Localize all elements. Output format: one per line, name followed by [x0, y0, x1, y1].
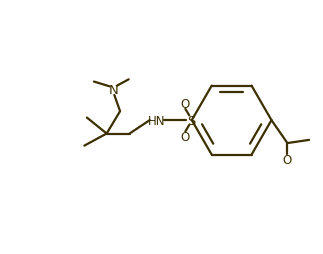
Text: N: N	[109, 84, 119, 97]
Text: O: O	[283, 154, 292, 166]
Text: O: O	[180, 131, 189, 144]
Text: S: S	[188, 114, 196, 127]
Text: O: O	[180, 98, 189, 110]
Text: HN: HN	[148, 114, 165, 127]
